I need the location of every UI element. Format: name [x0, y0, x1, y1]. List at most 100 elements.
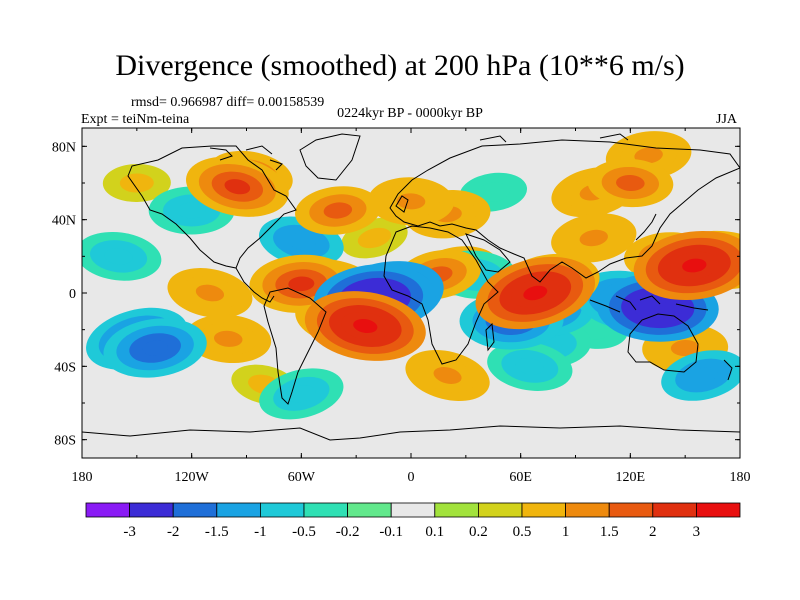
field-contour-band	[224, 179, 251, 195]
colorbar-label: 0.1	[425, 524, 444, 540]
field-contour-band	[104, 248, 133, 265]
field-contour-band	[579, 229, 608, 247]
field-contour-band	[523, 285, 548, 301]
y-tick-label: 0	[69, 287, 76, 302]
contour-field	[82, 131, 740, 420]
field-anomaly	[551, 213, 637, 263]
field-anomaly	[475, 256, 596, 330]
field-contour-band	[288, 276, 315, 292]
colorbar-swatch	[565, 502, 610, 518]
chart-title: Divergence (smoothed) at 200 hPa (10**6 …	[115, 49, 685, 82]
x-tick-label: 60W	[288, 470, 316, 485]
season-label: JJA	[716, 112, 738, 127]
field-anomaly	[487, 341, 573, 391]
field-contour-band	[689, 367, 718, 384]
colorbar-label: 1	[562, 524, 570, 540]
field-contour-band	[287, 233, 316, 251]
colorbar-swatch	[696, 502, 741, 518]
coast-japan	[635, 213, 657, 241]
field-contour-band	[682, 258, 707, 273]
colorbar-label: 0.2	[469, 524, 488, 540]
field-contour-band	[645, 300, 670, 315]
coast-south-america	[263, 287, 327, 405]
field-contour-band	[142, 340, 169, 356]
coast-new-zealand	[723, 359, 733, 381]
x-tick-label: 120E	[616, 470, 646, 485]
colorbar-swatch	[608, 502, 654, 518]
colorbar-swatch	[434, 502, 479, 518]
field-anomaly	[82, 231, 162, 281]
coast-arctic-islands	[209, 133, 629, 171]
colorbar-label: -0.2	[336, 524, 360, 540]
coast-greenland	[299, 133, 361, 181]
field-contour-band	[119, 173, 154, 193]
colorbar-label: -1.5	[205, 524, 229, 540]
y-tick-label: 40S	[54, 360, 76, 375]
field-anomaly	[185, 314, 272, 364]
period-label: 0224kyr BP - 0000kyr BP	[337, 106, 483, 121]
field-anomaly	[295, 186, 381, 235]
field-anomaly	[167, 268, 253, 318]
experiment-label: Expt = teiNm-teina	[81, 112, 190, 127]
field-contour-band	[634, 147, 663, 164]
colorbar-label: -3	[123, 524, 136, 540]
field-anomaly	[102, 163, 171, 203]
field-contour-band	[515, 358, 544, 375]
y-tick-label: 80S	[54, 434, 76, 449]
field-contour-band	[353, 319, 378, 333]
x-tick-label: 0	[408, 470, 415, 485]
coast-australia	[627, 313, 699, 373]
field-contour-band	[323, 202, 353, 219]
colorbar-label: 2	[649, 524, 657, 540]
colorbar-swatch	[477, 502, 523, 518]
colorbar-swatch	[85, 502, 130, 518]
colorbar-swatch	[259, 502, 305, 518]
field-contour-band	[357, 227, 392, 249]
colorbar-swatch	[216, 502, 261, 518]
coast-arabia	[465, 233, 511, 273]
colorbar-label: 3	[693, 524, 701, 540]
x-tick-label: 180	[730, 470, 751, 485]
field-contour-band	[287, 385, 316, 403]
colorbar-swatch	[652, 502, 697, 518]
field-anomaly	[368, 177, 454, 226]
field-contour-band	[177, 202, 206, 219]
coast-madagascar	[485, 322, 495, 352]
colorbar-label: -1	[254, 524, 267, 540]
coast-uk	[395, 195, 409, 213]
field-anomaly	[186, 156, 289, 217]
colorbar-swatch	[129, 502, 174, 518]
coast-africa	[383, 225, 499, 365]
y-tick-label: 80N	[52, 140, 76, 155]
coast-indonesia	[589, 295, 709, 313]
colorbar-swatch	[390, 502, 436, 518]
longitude-axis: 180 120W 60W 0 60E 120E 180	[72, 128, 751, 485]
coast-north-america	[127, 145, 297, 269]
field-contour-band	[670, 339, 700, 357]
field-anomaly	[259, 368, 344, 420]
coast-antarctica	[82, 425, 740, 441]
field-contour-band	[213, 330, 243, 347]
field-contour-band	[433, 367, 462, 384]
x-tick-label: 180	[72, 470, 93, 485]
colorbar-swatch	[303, 502, 348, 518]
colorbar-label: 0.5	[513, 524, 532, 540]
colorbar-label: -0.1	[379, 524, 403, 540]
field-contour-band	[616, 174, 645, 192]
colorbar-swatch	[521, 502, 566, 518]
colorbar-label: -2	[167, 524, 180, 540]
field-anomaly	[405, 349, 490, 402]
x-tick-label: 60E	[509, 470, 532, 485]
latitude-axis: 80N 40N 0 40S 80S	[52, 140, 740, 449]
field-anomaly	[304, 291, 426, 361]
coast-eurasia	[389, 139, 740, 283]
colorbar-swatch	[347, 502, 392, 518]
y-tick-label: 40N	[52, 214, 76, 229]
field-contour-band	[195, 284, 225, 302]
stats-text: rmsd= 0.966987 diff= 0.00158539	[131, 95, 325, 110]
field-contour-band	[476, 182, 511, 202]
field-anomaly	[633, 230, 740, 301]
field-anomaly	[103, 318, 207, 378]
colorbar-legend: -3 -2 -1.5 -1 -0.5 -0.2 -0.1 0.1 0.2 0.5 1 1.5 2 3	[85, 502, 741, 540]
